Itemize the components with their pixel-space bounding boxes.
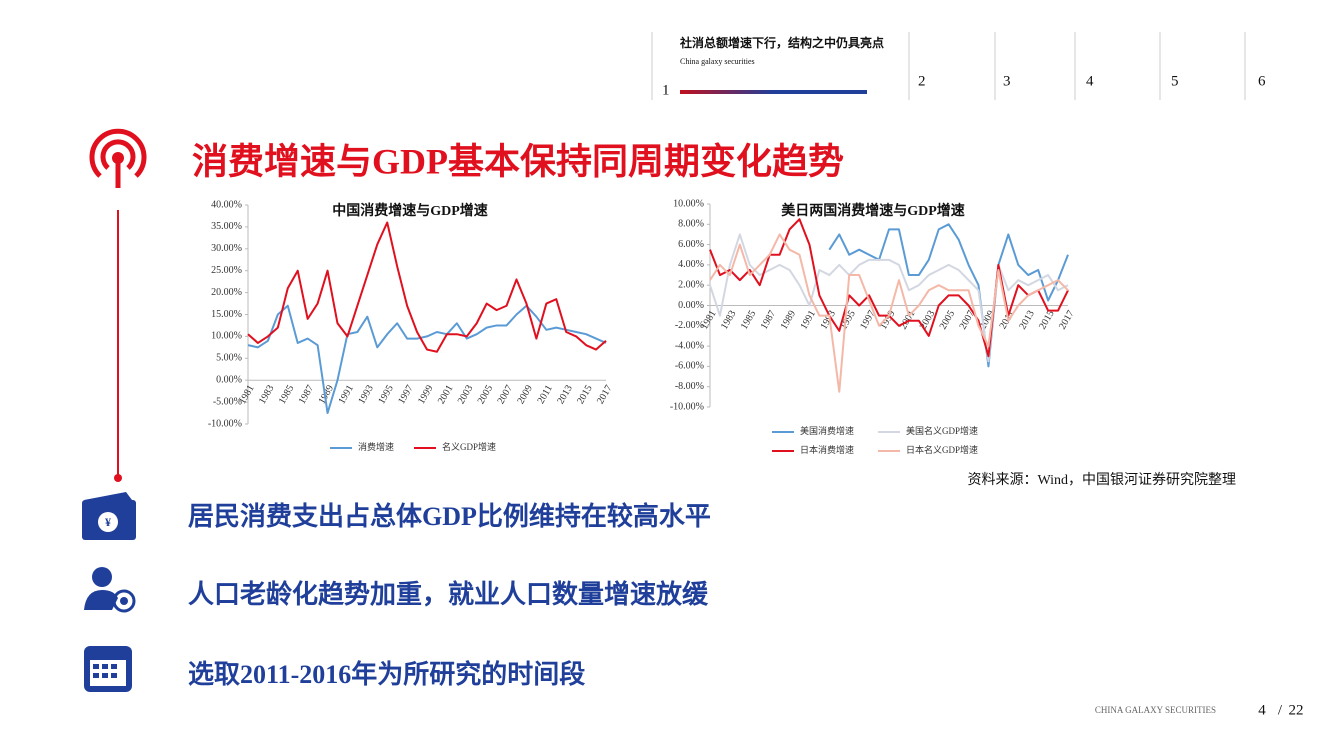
y-tick-label: 30.00%	[211, 243, 242, 254]
bullet-text: 居民消费支出占总体GDP比例维持在较高水平	[188, 501, 711, 531]
series-line	[247, 221, 607, 353]
nav-item[interactable]: 6	[1258, 73, 1266, 89]
bullet-text: 人口老龄化趋势加重，就业人口数量增速放缓	[188, 579, 709, 609]
slide-title: 消费增速与GDP基本保持同周期变化趋势	[192, 140, 844, 181]
nav-item[interactable]: 3	[1003, 73, 1011, 89]
legend-label: 日本名义GDP增速	[906, 444, 978, 455]
y-tick-label: -10.00%	[208, 418, 242, 429]
x-tick-label: 1995	[838, 309, 858, 332]
x-tick-label: 1991	[799, 309, 819, 332]
person-icon	[84, 567, 136, 613]
series-line	[709, 233, 1069, 363]
x-tick-label: 1989	[779, 309, 799, 332]
page-number: 4	[1258, 702, 1266, 718]
y-tick-label: -10.00%	[670, 401, 704, 412]
legend-label: 日本消费增速	[800, 444, 854, 455]
y-tick-label: 2.00%	[678, 279, 704, 290]
legend-label: 消费增速	[358, 441, 394, 452]
page-separator: /	[1278, 702, 1283, 718]
x-tick-label: 1981	[699, 309, 719, 332]
x-tick-label: 1981	[237, 383, 257, 406]
y-tick-label: 40.00%	[211, 199, 242, 210]
x-tick-label: 1997	[396, 383, 416, 406]
y-tick-label: -6.00%	[675, 361, 704, 372]
legend-label: 名义GDP增速	[442, 441, 496, 452]
nav-active-title: 社消总额增速下行，结构之中仍具亮点	[679, 35, 884, 50]
series-line	[709, 218, 1069, 358]
y-tick-label: 20.00%	[211, 287, 242, 298]
x-tick-label: 2017	[595, 383, 615, 406]
x-tick-label: 2005	[476, 383, 496, 406]
series-line	[709, 233, 1069, 393]
chart-title: 中国消费增速与GDP增速	[332, 202, 488, 219]
x-tick-label: 2009	[516, 383, 536, 406]
legend-label: 美国名义GDP增速	[906, 425, 978, 436]
y-tick-label: 8.00%	[678, 219, 704, 230]
y-tick-label: 5.00%	[216, 353, 242, 364]
y-tick-label: 4.00%	[678, 259, 704, 270]
nav-active-subtitle: China galaxy securities	[680, 57, 755, 66]
y-tick-label: 6.00%	[678, 239, 704, 250]
nav-item[interactable]: 1	[662, 82, 670, 98]
x-tick-label: 1987	[297, 383, 317, 406]
nav	[651, 32, 1246, 100]
x-tick-label: 2007	[496, 383, 516, 406]
page-total: 22	[1289, 702, 1304, 718]
wallet-icon: ¥	[82, 492, 136, 540]
x-tick-label: 2011	[536, 383, 555, 406]
x-tick-label: 1987	[759, 309, 779, 332]
x-tick-label: 2015	[1037, 309, 1057, 332]
chart-title: 美日两国消费增速与GDP增速	[781, 202, 965, 219]
x-tick-label: 1985	[739, 309, 759, 332]
x-tick-label: 1985	[277, 383, 297, 406]
y-tick-label: 25.00%	[211, 265, 242, 276]
x-tick-label: 1999	[416, 383, 436, 406]
x-tick-label: 1983	[257, 383, 277, 406]
calendar-icon	[84, 646, 132, 692]
nav-item[interactable]: 5	[1171, 73, 1179, 89]
x-tick-label: 2003	[456, 383, 476, 406]
x-tick-label: 1997	[858, 309, 878, 332]
svg-text:¥: ¥	[105, 515, 111, 529]
source-note: 资料来源：Wind，中国银河证券研究院整理	[967, 472, 1236, 488]
y-tick-label: 10.00%	[673, 198, 704, 209]
x-tick-label: 2005	[938, 309, 958, 332]
y-tick-label: -8.00%	[675, 381, 704, 392]
x-tick-label: 1983	[719, 309, 739, 332]
nav-active-bar	[680, 90, 867, 94]
nav-item[interactable]: 4	[1086, 73, 1094, 89]
y-tick-label: -5.00%	[213, 396, 242, 407]
broadcast-icon	[89, 128, 147, 188]
legend-label: 美国消费增速	[800, 425, 854, 436]
nav-item[interactable]: 2	[918, 73, 926, 89]
x-tick-label: 2017	[1057, 309, 1077, 332]
x-tick-label: 2001	[436, 383, 456, 406]
footer-company: CHINA GALAXY SECURITIES	[1095, 705, 1216, 715]
y-tick-label: 0.00%	[216, 374, 242, 385]
x-tick-label: 2015	[575, 383, 595, 406]
x-tick-label: 1993	[356, 383, 376, 406]
y-tick-label: -4.00%	[675, 340, 704, 351]
y-tick-label: 15.00%	[211, 309, 242, 320]
y-tick-label: -2.00%	[675, 320, 704, 331]
bullet-text: 选取2011-2016年为所研究的时间段	[188, 659, 585, 689]
x-tick-label: 2013	[555, 383, 575, 406]
timeline-dot	[114, 474, 122, 482]
y-tick-label: 0.00%	[678, 300, 704, 311]
series-line	[828, 223, 1069, 368]
x-tick-label: 2013	[1017, 309, 1037, 332]
y-tick-label: 35.00%	[211, 221, 242, 232]
x-tick-label: 1991	[337, 383, 357, 406]
y-tick-label: 10.00%	[211, 331, 242, 342]
x-tick-label: 1995	[376, 383, 396, 406]
series-line	[247, 304, 607, 415]
